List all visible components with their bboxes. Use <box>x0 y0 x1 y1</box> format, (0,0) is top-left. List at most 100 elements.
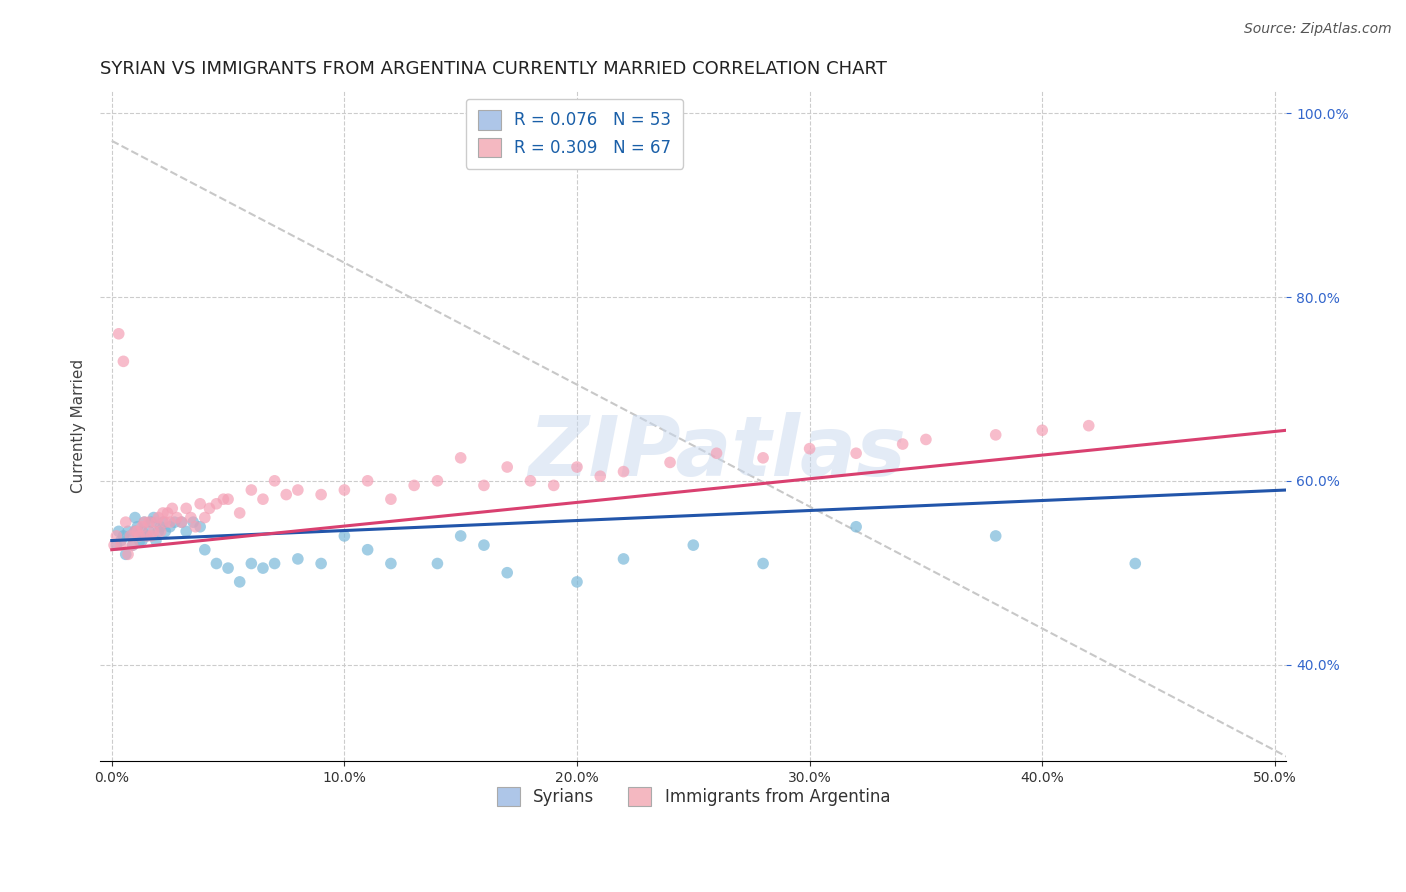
Point <box>450 450 472 465</box>
Point <box>110 533 132 548</box>
Point <box>131 520 153 534</box>
Point <box>110 538 132 552</box>
Point <box>188 497 211 511</box>
Point <box>149 524 172 539</box>
Point <box>659 455 682 469</box>
Point <box>205 497 228 511</box>
Point <box>752 450 775 465</box>
Point <box>142 510 165 524</box>
Point <box>166 510 188 524</box>
Point <box>240 557 263 571</box>
Point <box>124 524 146 539</box>
Point <box>135 529 157 543</box>
Point <box>163 515 186 529</box>
Point <box>404 478 426 492</box>
Point <box>117 547 139 561</box>
Point <box>426 474 449 488</box>
Point <box>198 501 221 516</box>
Point <box>112 354 135 368</box>
Point <box>356 474 378 488</box>
Point <box>984 529 1007 543</box>
Point <box>194 510 217 524</box>
Point <box>589 469 612 483</box>
Point <box>124 510 146 524</box>
Point <box>148 510 170 524</box>
Point <box>181 515 204 529</box>
Point <box>1031 423 1053 437</box>
Point <box>276 487 298 501</box>
Point <box>149 520 172 534</box>
Point <box>117 524 139 539</box>
Point <box>682 538 704 552</box>
Point <box>188 520 211 534</box>
Point <box>138 524 160 539</box>
Point <box>131 524 153 539</box>
Point <box>135 529 157 543</box>
Point <box>128 533 150 548</box>
Point <box>205 557 228 571</box>
Point <box>217 492 239 507</box>
Point <box>180 510 202 524</box>
Point <box>356 542 378 557</box>
Point <box>121 538 143 552</box>
Point <box>159 515 181 529</box>
Point <box>519 474 541 488</box>
Point <box>127 520 149 534</box>
Point <box>333 529 356 543</box>
Point <box>287 483 309 497</box>
Point <box>706 446 728 460</box>
Point <box>287 552 309 566</box>
Point <box>124 524 146 539</box>
Point <box>120 529 142 543</box>
Point <box>138 515 160 529</box>
Point <box>380 492 402 507</box>
Text: SYRIAN VS IMMIGRANTS FROM ARGENTINA CURRENTLY MARRIED CORRELATION CHART: SYRIAN VS IMMIGRANTS FROM ARGENTINA CURR… <box>100 60 887 78</box>
Point <box>174 501 197 516</box>
Point <box>112 529 135 543</box>
Point <box>159 520 181 534</box>
Point <box>128 529 150 543</box>
Point <box>217 561 239 575</box>
Point <box>565 460 588 475</box>
Point <box>142 524 165 539</box>
Point <box>155 524 177 539</box>
Point <box>105 529 128 543</box>
Point <box>212 492 235 507</box>
Point <box>252 492 274 507</box>
Point <box>426 557 449 571</box>
Point <box>170 515 193 529</box>
Point <box>845 520 868 534</box>
Point <box>543 478 565 492</box>
Point <box>263 557 285 571</box>
Point <box>162 501 184 516</box>
Point <box>134 515 156 529</box>
Point <box>612 552 634 566</box>
Point <box>103 538 125 552</box>
Point <box>174 524 197 539</box>
Point <box>152 506 174 520</box>
Point <box>309 557 332 571</box>
Point <box>141 515 163 529</box>
Point <box>184 520 207 534</box>
Point <box>752 557 775 571</box>
Point <box>228 506 250 520</box>
Point <box>107 326 129 341</box>
Point <box>121 538 143 552</box>
Y-axis label: Currently Married: Currently Married <box>72 359 86 492</box>
Point <box>450 529 472 543</box>
Point <box>120 529 142 543</box>
Point <box>107 524 129 539</box>
Point <box>194 542 217 557</box>
Point <box>472 478 495 492</box>
Point <box>333 483 356 497</box>
Point <box>240 483 263 497</box>
Point <box>141 529 163 543</box>
Point <box>156 506 179 520</box>
Point <box>148 524 170 539</box>
Point <box>114 515 136 529</box>
Point <box>263 474 285 488</box>
Point <box>170 515 193 529</box>
Point <box>984 428 1007 442</box>
Point <box>496 460 519 475</box>
Point <box>845 446 868 460</box>
